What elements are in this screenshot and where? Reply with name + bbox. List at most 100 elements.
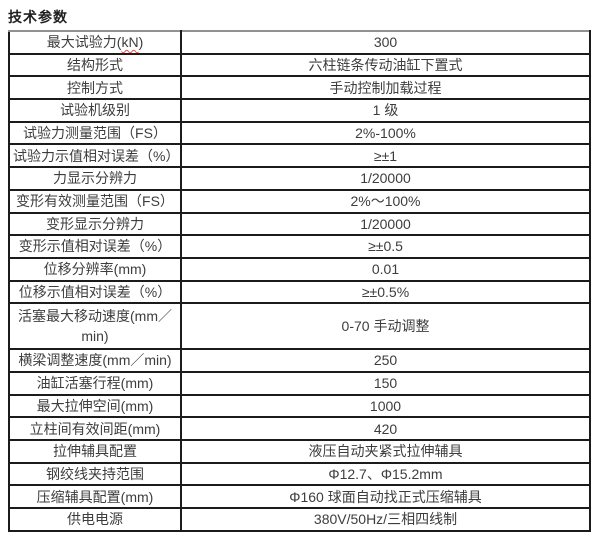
spellcheck-squiggle-text: kN: [121, 34, 139, 51]
param-name-cell: 结构形式: [8, 52, 182, 78]
table-row: 变形显示分辨力 1/20000: [8, 211, 591, 237]
param-value-cell: 液压自动夹紧式拉伸辅具: [180, 439, 591, 464]
param-name-cell: 最大拉伸空间(mm): [8, 393, 182, 419]
param-name-text: 变形有效测量范围（FS）: [16, 193, 174, 209]
param-value-cell: 420: [180, 416, 591, 441]
param-value-cell: Φ12.7、Φ15.2mm: [180, 461, 591, 487]
param-name-cell: 供电电源: [8, 507, 182, 532]
param-value-text: 250: [373, 352, 398, 369]
table-row: 横梁调整速度(mm／min) 250: [8, 348, 591, 373]
param-name-cell: 位移分辨率(mm): [8, 256, 182, 282]
param-name-text: 位移示值相对误差（%）: [18, 283, 172, 300]
param-name-cell: 最大试验力(kN): [8, 30, 182, 55]
table-row: 结构形式 六柱链条传动油缸下置式: [8, 52, 591, 78]
table-row: 变形有效测量范围（FS） 2%～100%: [8, 188, 591, 214]
param-value-cell: 2%-100%: [180, 120, 591, 146]
param-value-text: 420: [373, 420, 398, 437]
param-value-cell: 2%～100%: [180, 188, 591, 214]
table-row: 立柱间有效间距(mm) 420: [8, 416, 591, 441]
param-value-cell: Φ160 球面自动找正式压缩辅具: [180, 484, 591, 510]
param-name-cell: 变形示值相对误差（%）: [8, 234, 182, 259]
param-name-cell: 控制方式: [8, 75, 182, 101]
param-name-cell: 试验力测量范围（FS）: [8, 120, 182, 146]
spec-table: 最大试验力(kN) 300 结构形式 六柱链条传动油缸下置式 控制方式 手动控制加载过程试…: [8, 30, 591, 532]
table-row: 变形示值相对误差（%） ≥±0.5: [8, 234, 591, 259]
param-name-cell: 变形显示分辨力: [8, 211, 182, 237]
table-row: 控制方式 手动控制加载过程: [8, 75, 591, 101]
param-value-cell: 380V/50Hz/三相四线制: [180, 507, 591, 532]
param-value-text: 150: [373, 375, 398, 392]
table-row: 试验机级别 1 级: [8, 98, 591, 123]
param-name-text: 试验力示值相对误差（%）: [13, 147, 180, 164]
table-row: 拉伸辅具配置 液压自动夹紧式拉伸辅具: [8, 439, 591, 464]
param-name-text: 钢绞线夹持范围: [46, 465, 144, 482]
table-row: 最大试验力(kN) 300: [8, 30, 591, 55]
param-name-text: 控制方式: [67, 79, 123, 96]
param-value-cell: 0-70 手动调整: [180, 302, 591, 351]
param-value-cell: 250: [180, 348, 591, 373]
table-row: 活塞最大移动速度(mm／min) 0-70 手动调整: [8, 302, 591, 351]
table-row: 位移分辨率(mm) 0.01: [8, 256, 591, 282]
param-name-text: 结构形式: [67, 56, 123, 73]
param-name-text: 力显示分辨力: [53, 170, 137, 187]
param-name-cell: 试验机级别: [8, 98, 182, 123]
param-value-text: 1/20000: [360, 215, 411, 232]
param-name-text: 压缩辅具配置(mm): [36, 488, 154, 505]
spec-table-body: 最大试验力(kN) 300 结构形式 六柱链条传动油缸下置式 控制方式 手动控制加载过程试…: [8, 30, 591, 532]
param-value-text: 液压自动夹紧式拉伸辅具: [308, 443, 463, 460]
param-name-text: 变形显示分辨力: [46, 215, 144, 232]
param-name-text: 试验机级别: [60, 102, 130, 119]
param-name-cell: 拉伸辅具配置: [8, 439, 182, 464]
param-name-cell: 变形有效测量范围（FS）: [8, 188, 182, 214]
param-name-cell: 钢绞线夹持范围: [8, 461, 182, 487]
param-value-text: 六柱链条传动油缸下置式: [308, 56, 463, 73]
table-row: 力显示分辨力 1/20000: [8, 166, 591, 191]
param-value-cell: ≥±1: [180, 143, 591, 169]
table-row: 最大拉伸空间(mm) 1000: [8, 393, 591, 419]
param-name-cell: 活塞最大移动速度(mm／min): [8, 302, 182, 351]
param-name-text: 最大拉伸空间(mm): [36, 397, 154, 414]
param-value-cell: 1 级: [180, 98, 591, 123]
param-name-text: 活塞最大移动速度(mm／min): [18, 307, 172, 345]
param-value-cell: 六柱链条传动油缸下置式: [180, 52, 591, 78]
param-name-text: 位移分辨率(mm): [43, 261, 147, 278]
param-value-text: 0.01: [371, 261, 400, 278]
param-value-text: ≥±0.5: [368, 238, 403, 255]
table-row: 压缩辅具配置(mm) Φ160 球面自动找正式压缩辅具: [8, 484, 591, 510]
param-name-cell: 位移示值相对误差（%）: [8, 279, 182, 305]
param-value-cell: 1/20000: [180, 211, 591, 237]
param-name-text: 拉伸辅具配置: [53, 443, 137, 460]
param-value-text: 380V/50Hz/三相四线制: [313, 511, 458, 528]
param-value-cell: 0.01: [180, 256, 591, 282]
param-value-text: ≥±0.5%: [361, 283, 410, 300]
param-name-cell: 力显示分辨力: [8, 166, 182, 191]
param-name-cell: 压缩辅具配置(mm): [8, 484, 182, 510]
table-row: 试验力示值相对误差（%） ≥±1: [8, 143, 591, 169]
table-row: 供电电源 380V/50Hz/三相四线制: [8, 507, 591, 532]
param-value-text: Φ12.7、Φ15.2mm: [328, 465, 443, 482]
param-value-text: 1 级: [372, 102, 399, 119]
table-row: 试验力测量范围（FS） 2%-100%: [8, 120, 591, 146]
param-value-cell: ≥±0.5: [180, 234, 591, 259]
param-name-text: 立柱间有效间距(mm): [29, 420, 161, 437]
table-row: 位移示值相对误差（%） ≥±0.5%: [8, 279, 591, 305]
param-value-text: ≥±1: [373, 147, 398, 164]
param-name-text: 供电电源: [67, 511, 123, 528]
page-title: 技术参数: [8, 9, 68, 25]
param-value-text: Φ160 球面自动找正式压缩辅具: [289, 488, 482, 505]
param-name-text: 横梁调整速度(mm／min): [18, 352, 172, 369]
param-value-text: 2%～100%: [350, 193, 421, 209]
param-name-text: 油缸活塞行程(mm): [36, 375, 154, 392]
param-value-cell: 300: [180, 30, 591, 55]
param-value-cell: 150: [180, 370, 591, 396]
param-name-text: ): [138, 34, 144, 51]
table-row: 油缸活塞行程(mm) 150: [8, 370, 591, 396]
param-name-text: 最大试验力(: [46, 34, 122, 51]
param-name-cell: 油缸活塞行程(mm): [8, 370, 182, 396]
param-value-cell: 1000: [180, 393, 591, 419]
param-name-cell: 立柱间有效间距(mm): [8, 416, 182, 441]
param-name-cell: 试验力示值相对误差（%）: [8, 143, 182, 169]
param-value-text: 2%-100%: [355, 124, 416, 141]
param-name-text: 变形示值相对误差（%）: [18, 238, 172, 255]
